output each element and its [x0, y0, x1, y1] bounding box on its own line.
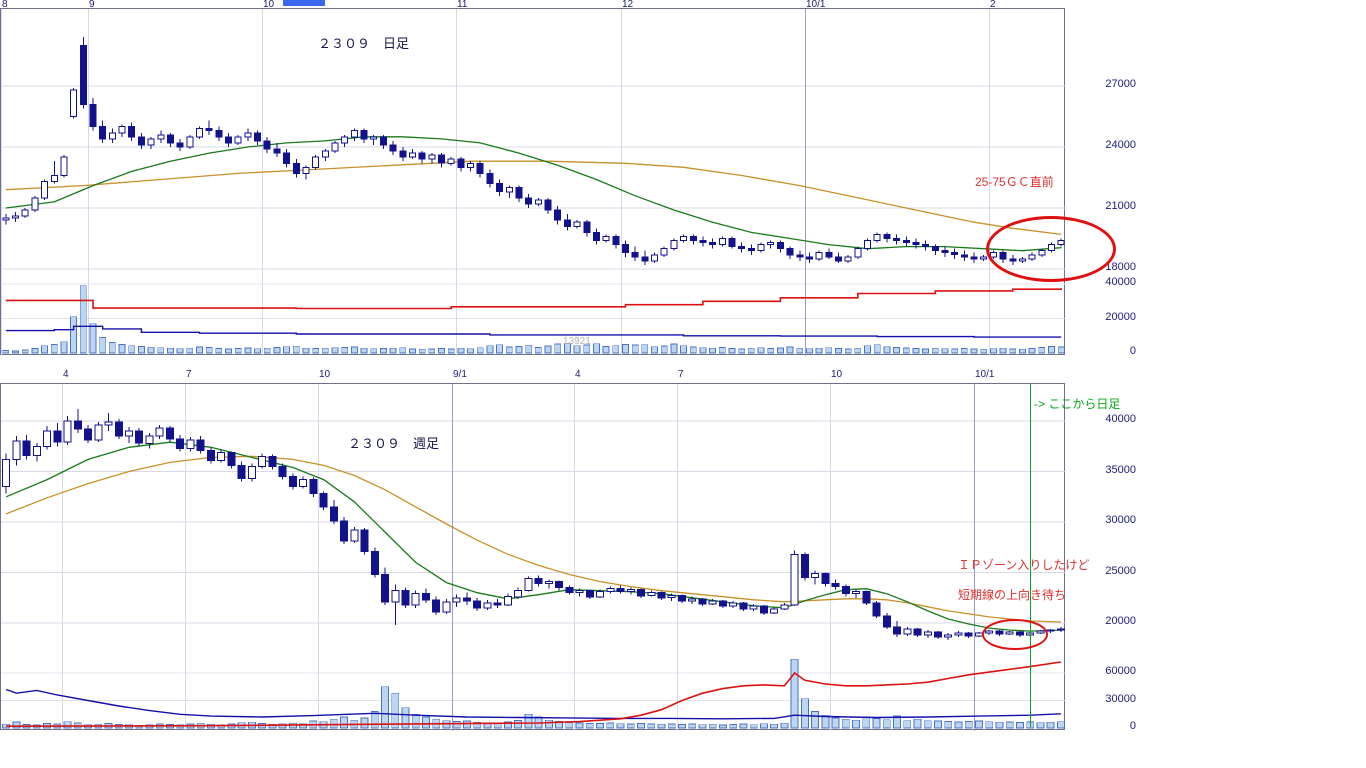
- x-axis-label: 7: [186, 369, 192, 380]
- x-axis-label: 10: [263, 0, 275, 10]
- moving-average-lines: [5, 441, 1061, 632]
- x-axis-label: 4: [63, 369, 69, 380]
- weekly-chart-plot: [1, 384, 1066, 731]
- volume-pane-value: 13921: [563, 336, 591, 347]
- daily-x-axis: 8 9 10 11 12 10/1 2: [0, 0, 1065, 12]
- volume-axis-label: 0: [1129, 720, 1136, 732]
- volume-axis-label: 0: [1129, 345, 1136, 357]
- candlestick-series: [2, 37, 1065, 265]
- candlestick-series: [2, 408, 1065, 641]
- price-axis-label: 18000: [1105, 261, 1136, 273]
- price-axis-label: 40000: [1105, 413, 1136, 425]
- x-axis-label: 8: [2, 0, 8, 10]
- grid: [1, 9, 1066, 356]
- price-axis-label: 27000: [1105, 78, 1136, 90]
- x-axis-label: 10/1: [806, 0, 826, 10]
- x-axis-label: 9/1: [453, 369, 467, 380]
- x-axis-label: 9: [89, 0, 95, 10]
- x-axis-label: 7: [678, 369, 684, 380]
- x-axis-label: 4: [575, 369, 581, 380]
- price-axis-label: 20000: [1105, 615, 1136, 627]
- daily-chart-title: ２３０９ 日足: [318, 36, 410, 51]
- x-axis-label: 11: [457, 0, 468, 10]
- price-axis-label: 24000: [1105, 139, 1136, 151]
- margin-balance-lines: [5, 661, 1062, 728]
- daily-chart-panel: [0, 8, 1066, 356]
- volume-axis-label: 60000: [1105, 665, 1136, 677]
- x-axis-label: 2: [990, 0, 996, 10]
- right-price-axis: 27000 24000 21000 18000 40000 20000 0 40000 3500…: [1066, 0, 1140, 768]
- moving-average-lines: [5, 136, 1062, 252]
- weekly-chart-panel: [0, 383, 1066, 731]
- x-axis-label: 12: [622, 0, 634, 10]
- margin-balance-lines: [5, 288, 1062, 338]
- x-axis-label: 10: [831, 369, 843, 380]
- price-axis-label: 30000: [1105, 514, 1136, 526]
- daily-chart-plot: [1, 9, 1066, 356]
- price-axis-label: 25000: [1105, 564, 1136, 577]
- x-axis-label: 10/1: [975, 369, 995, 380]
- weekly-x-axis: 4 7 10 9/1 4 7 10 10/1: [0, 370, 1065, 382]
- volume-axis-label: 40000: [1105, 276, 1136, 288]
- volume-axis-label: 30000: [1105, 692, 1136, 705]
- x-axis-label: 10: [319, 369, 331, 380]
- price-axis-label: 21000: [1105, 200, 1136, 212]
- price-axis-label: 35000: [1105, 463, 1136, 476]
- window-artifact: [283, 0, 325, 6]
- volume-axis-label: 20000: [1105, 310, 1136, 323]
- weekly-chart-title: ２３０９ 週足: [348, 436, 440, 451]
- volume-series: [2, 285, 1065, 354]
